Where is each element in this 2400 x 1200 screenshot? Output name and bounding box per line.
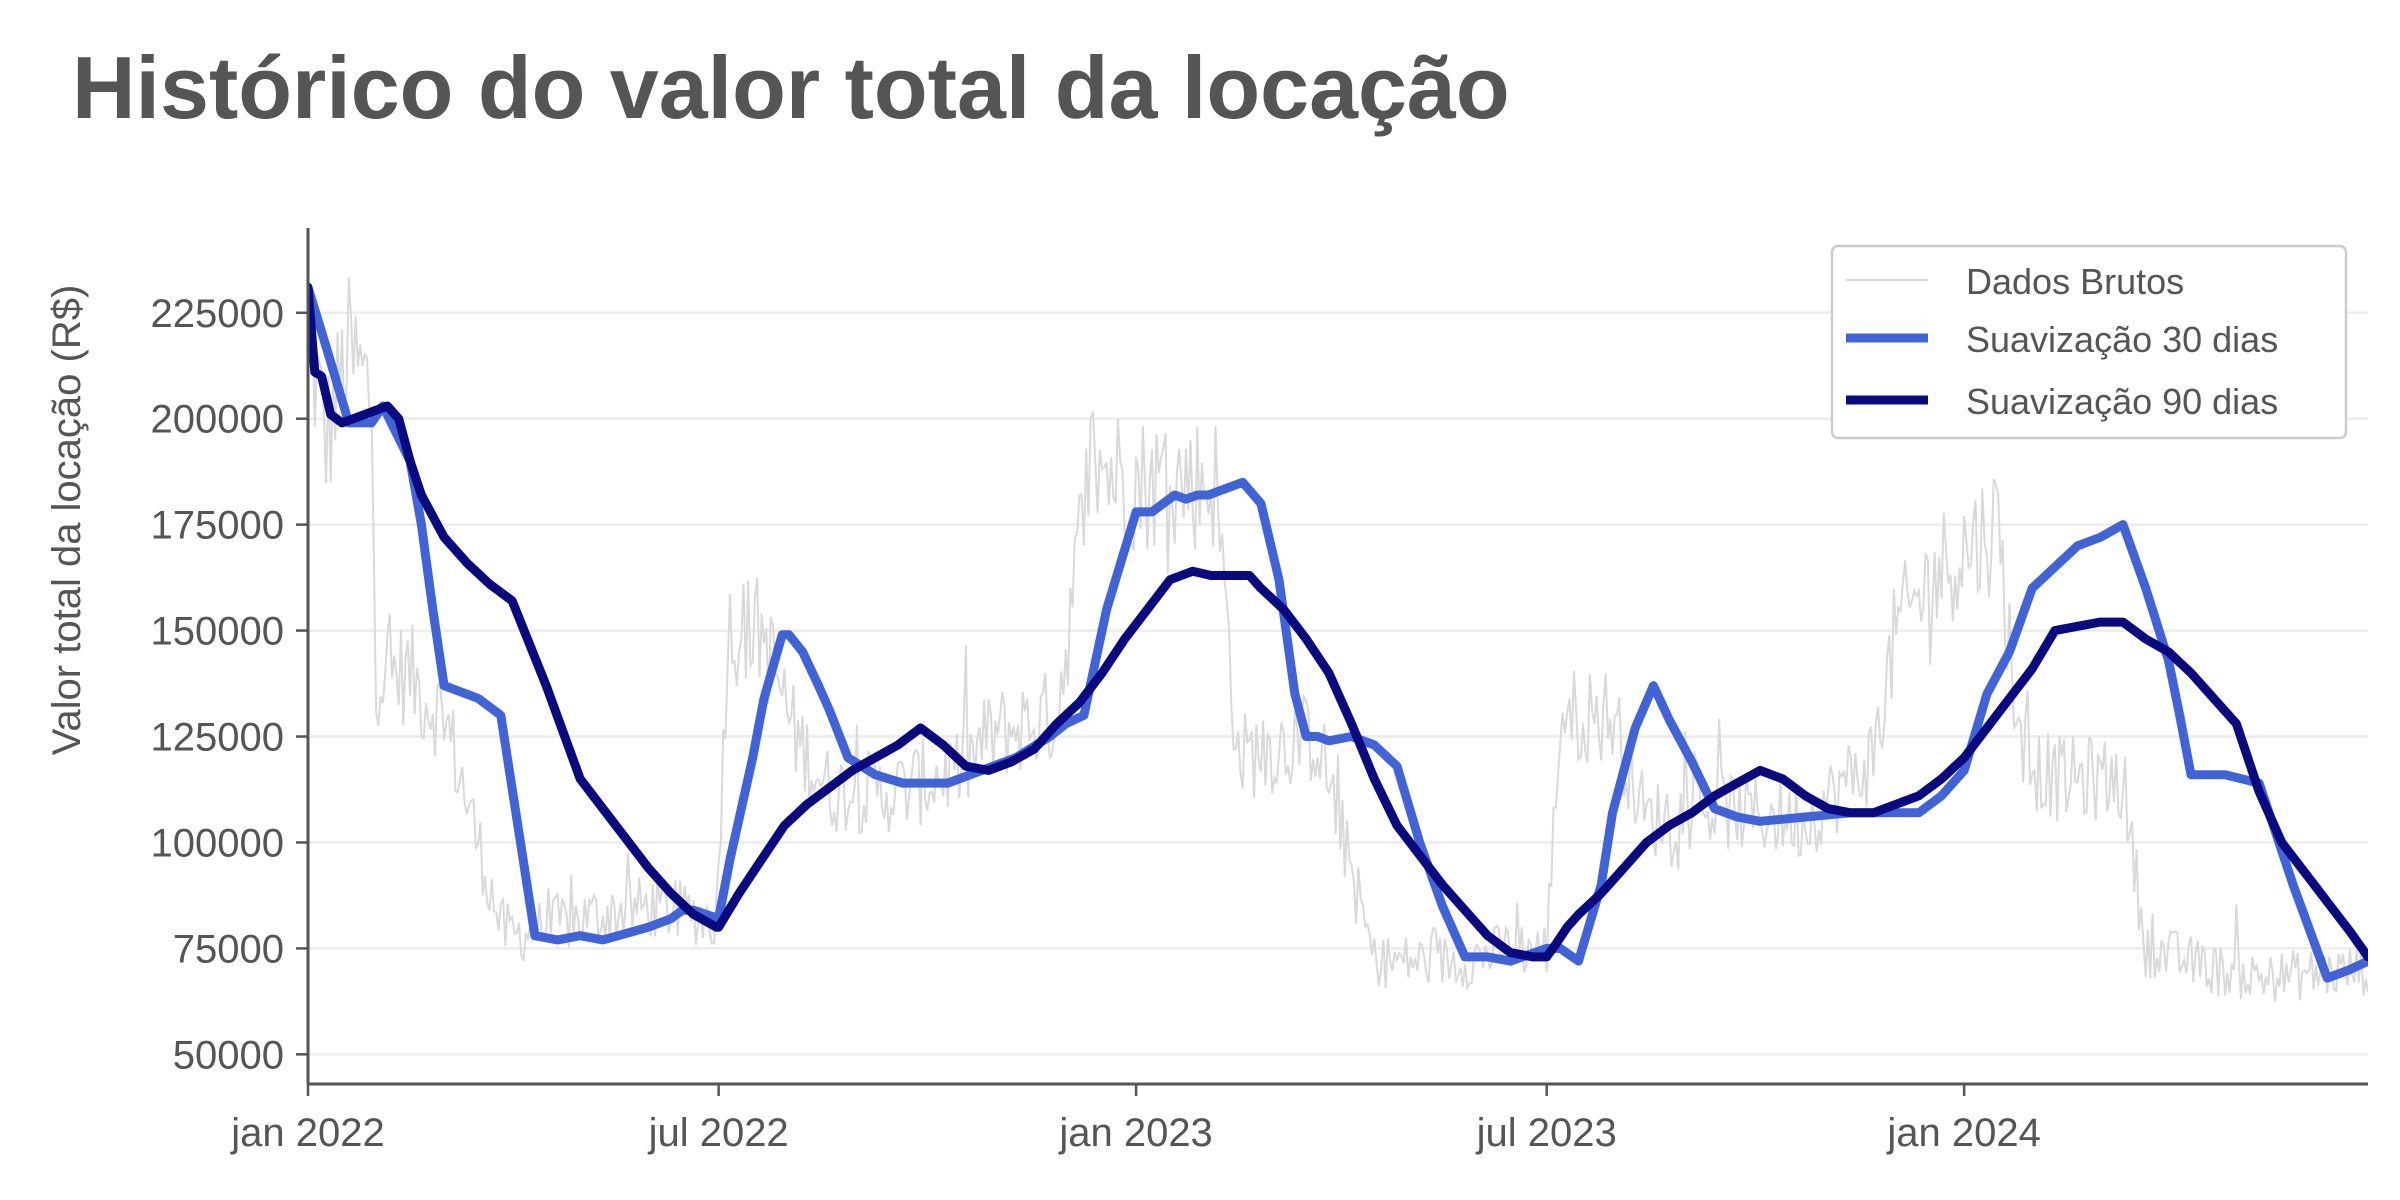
- y-tick-label: 125000: [151, 716, 284, 760]
- legend-label-90d: Suavização 90 dias: [1966, 381, 2278, 422]
- x-ticks: jan 2022 jul 2022 jan 2023 jul 2023 jan 2024: [230, 1084, 2041, 1155]
- x-tick-label: jan 2022: [230, 1111, 384, 1155]
- y-tick-label: 150000: [151, 610, 284, 654]
- series-line-30d: [308, 282, 2368, 983]
- y-ticks: 50000 75000 100000 125000 150000 175000 200000…: [151, 292, 308, 1077]
- y-tick-label: 50000: [173, 1033, 284, 1077]
- axes: [306, 228, 2368, 1086]
- series-line-raw: [308, 277, 2368, 1002]
- x-tick-label: jul 2023: [1476, 1111, 1617, 1155]
- y-tick-label: 200000: [151, 398, 284, 442]
- y-tick-label: 100000: [151, 821, 284, 865]
- legend-label-raw: Dados Brutos: [1966, 261, 2184, 302]
- x-tick-label: jan 2023: [1058, 1111, 1212, 1155]
- x-tick-label: jan 2024: [1886, 1111, 2040, 1155]
- chart-title: Histórico do valor total da locação: [72, 38, 1510, 137]
- legend-frame: [1830, 244, 2348, 440]
- series-layer: [308, 277, 2368, 1002]
- y-tick-label: 75000: [173, 927, 284, 971]
- legend-label-30d: Suavização 30 dias: [1966, 319, 2278, 360]
- series-line-90d: [308, 282, 2368, 962]
- y-tick-label: 225000: [151, 292, 284, 336]
- legend[interactable]: Dados Brutos Suavização 30 dias Suavizaç…: [1830, 244, 2348, 440]
- y-tick-label: 175000: [151, 504, 284, 548]
- y-axis-label: Valor total da locação (R$): [45, 285, 89, 756]
- x-tick-label: jul 2022: [648, 1111, 789, 1155]
